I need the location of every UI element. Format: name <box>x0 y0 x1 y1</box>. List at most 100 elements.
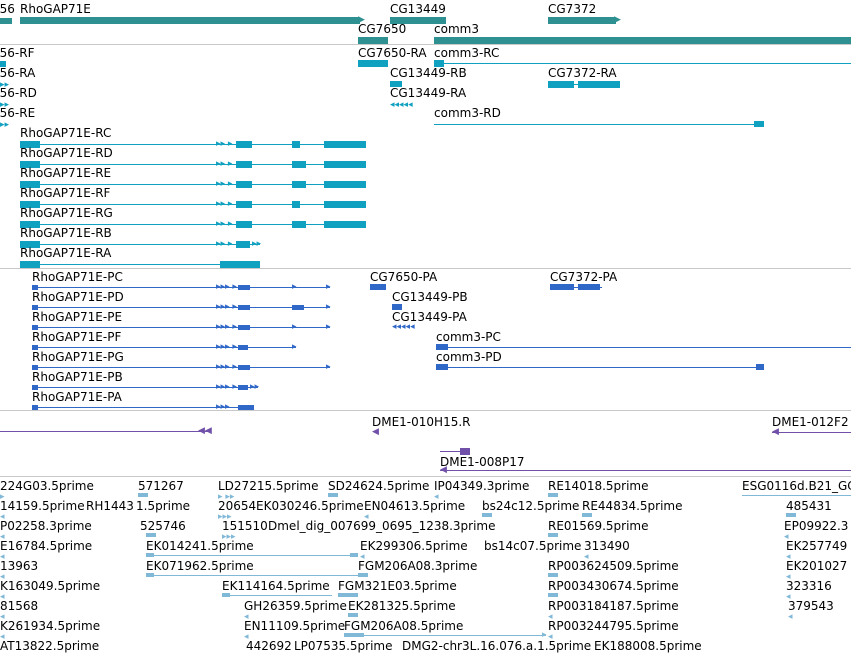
transcript-feature[interactable]: RhoGAP71E-RD ▸▸ ▸ <box>20 145 370 169</box>
est-feature[interactable]: bs14c07.5prime <box>484 537 584 557</box>
est-feature[interactable]: 485431 <box>786 497 851 517</box>
est-feature[interactable]: EK030246.5prime <box>256 497 366 517</box>
transcript-feature[interactable]: 656-RF <box>0 45 34 67</box>
transcript-feature[interactable]: CG13449-RB <box>390 65 470 87</box>
mrna-feature[interactable]: RhoGAP71E-PC ▸▸▸ ▸ ▸ ▸ <box>32 269 342 292</box>
est-feature[interactable]: SD24624.5prime <box>328 477 429 497</box>
transcript-feature[interactable]: RhoGAP71E-RE ▸▸ ▸ <box>20 165 370 189</box>
est-feature[interactable]: 1.5prime <box>136 497 216 517</box>
mrna-feature[interactable]: RhoGAP71E-PD ▸▸▸ ▸ ▸ <box>32 289 342 312</box>
est-feature[interactable]: 571267 <box>138 477 198 497</box>
cdna-feature[interactable]: ◀◀ <box>0 421 215 436</box>
est-feature[interactable]: 81568 ◂ <box>0 597 50 622</box>
est-feature[interactable]: 525746 <box>140 517 200 537</box>
mrna-feature[interactable]: CG7650-PA <box>370 269 440 291</box>
est-feature[interactable]: IP04349.3prime ◂ <box>434 477 544 502</box>
est-feature[interactable]: 379543 ◂ <box>788 597 851 622</box>
est-feature[interactable]: 13963 ◂ <box>0 557 60 582</box>
est-feature[interactable]: E16784.5prime ◂ <box>0 537 110 562</box>
alignment-line <box>0 431 208 432</box>
est-feature[interactable]: EK201027 ◂ <box>786 557 851 582</box>
est-feature[interactable]: RE01569.5prime <box>548 517 658 537</box>
feature-label: FGM321E03.5prime <box>338 579 457 593</box>
mrna-feature[interactable]: CG13449-PA ◂◂◂◂◂ <box>392 309 472 332</box>
transcript-feature[interactable]: comm3-RD <box>434 105 774 127</box>
arrow-right-icon: ▸ <box>0 492 5 502</box>
est-feature[interactable]: RP003244795.5prime ◂ <box>548 617 718 642</box>
cdna-feature[interactable]: DME1-010H15.R ◀ <box>372 413 482 437</box>
est-feature[interactable]: EN04613.5prime ◂ <box>364 497 474 522</box>
est-feature[interactable]: DMG2-chr3L.16.076.a.1.5prime <box>402 637 602 657</box>
est-feature[interactable]: EP09922.3 ◂ <box>784 517 851 542</box>
est-feature[interactable]: EK114164.5prime <box>222 577 342 597</box>
est-feature[interactable]: P02258.3prime ◂ <box>0 517 100 542</box>
mrna-feature[interactable]: comm3-PD <box>436 349 776 371</box>
est-feature[interactable]: EK014241.5prime <box>146 537 366 557</box>
gene-feature[interactable]: CG7372 ▶ <box>548 2 628 25</box>
arrow-left-icon: ◀ <box>772 427 779 437</box>
est-feature[interactable]: RP003624509.5prime <box>548 557 718 577</box>
est-feature[interactable]: 151510 ▸▸▸ <box>222 517 268 542</box>
est-feature[interactable]: EK188008.5prime <box>594 637 704 657</box>
gene-feature[interactable]: CG13449 <box>390 2 450 24</box>
est-feature[interactable]: bs24c12.5prime <box>482 497 592 517</box>
transcript-feature[interactable]: CG7372-RA <box>548 65 628 88</box>
est-feature[interactable]: Dmel_dig_007699_0695_1238.3prime <box>268 517 498 537</box>
est-feature[interactable]: FGM206A08.5prime ▸ <box>344 617 554 640</box>
transcript-feature[interactable]: RhoGAP71E-RA <box>20 245 280 268</box>
est-feature[interactable]: RE14018.5prime <box>548 477 658 497</box>
est-feature[interactable]: AT13822.5prime <box>0 637 110 657</box>
est-feature[interactable]: RP003184187.5prime ◂ <box>548 597 718 622</box>
est-feature[interactable]: 224G03.5prime ▸ <box>0 477 130 502</box>
transcript-feature[interactable]: RhoGAP71E-RF ▸▸ ▸ <box>20 185 370 209</box>
transcript-feature[interactable]: 656-RA ▸▸ <box>0 65 50 90</box>
cdna-feature[interactable]: DME1-008P17 ◀ <box>440 435 851 475</box>
mrna-feature[interactable]: CG7372-PA <box>550 269 630 291</box>
gene-feature[interactable]: RhoGAP71E ▶ <box>20 2 370 25</box>
est-feature[interactable]: FGM321E03.5prime <box>338 577 457 597</box>
gene-feature[interactable]: 656 <box>0 2 15 24</box>
est-feature[interactable]: EK071962.5prime <box>146 557 368 577</box>
est-feature[interactable]: RE44834.5prime <box>582 497 692 517</box>
exon-glyph <box>0 61 6 67</box>
est-feature[interactable]: 20654 ▸▸▸ <box>218 497 258 522</box>
est-feature[interactable]: K163049.5prime ◂ <box>0 577 120 602</box>
feature-label: EK114164.5prime <box>222 579 330 593</box>
transcript-feature[interactable]: CG13449-RA ◂◂◂◂◂ <box>390 85 470 110</box>
est-feature[interactable]: GH26359.5prime ◂ <box>244 597 354 622</box>
est-feature[interactable]: FGM206A08.3prime <box>358 557 488 577</box>
transcript-feature[interactable]: 656-RE ▸▸ <box>0 105 50 130</box>
mrna-feature[interactable]: RhoGAP71E-PG ▸▸▸ ▸ ▸ <box>32 349 342 372</box>
est-feature[interactable]: LD27215.5prime ▸ ▸▸ <box>218 477 328 502</box>
transcript-feature[interactable]: comm3-RC <box>434 45 851 67</box>
est-feature[interactable]: 14159.5prime ◂ <box>0 497 85 522</box>
est-feature[interactable]: K261934.5prime ◂ <box>0 617 110 642</box>
mrna-feature[interactable]: RhoGAP71E-PF ▸▸▸ ▸ ▸ <box>32 329 302 352</box>
transcript-feature[interactable]: 656-RD ▸▸ <box>0 85 50 110</box>
mrna-feature[interactable]: RhoGAP71E-PB ▸▸▸ ▸ ▸▸ <box>32 369 272 392</box>
transcript-feature[interactable]: RhoGAP71E-RG ▸▸ ▸ <box>20 205 370 229</box>
est-feature[interactable]: 442692 <box>246 637 296 657</box>
est-feature[interactable]: RH1443 <box>86 497 136 517</box>
est-feature[interactable]: ESG0116d.B21_GC <box>742 477 851 497</box>
mrna-feature[interactable]: RhoGAP71E-PE ▸▸▸ ▸ ▸ ▸ <box>32 309 342 332</box>
est-feature[interactable]: EN11109.5prime ◂ <box>244 617 354 642</box>
est-feature[interactable]: LP07535.5prime <box>294 637 394 657</box>
transcript-feature[interactable]: RhoGAP71E-RC ▸▸ ▸ <box>20 125 370 149</box>
transcript-feature[interactable]: RhoGAP71E-RB ▸▸ ▸ ▸▸ <box>20 225 280 249</box>
gene-glyph <box>20 17 360 24</box>
feature-label: RhoGAP71E-RA <box>20 246 112 260</box>
gene-feature[interactable]: CG7650 <box>358 22 418 44</box>
est-feature[interactable]: EK299306.5prime ◂ <box>360 537 480 562</box>
mrna-feature[interactable]: RhoGAP71E-PA ▸▸▸ <box>32 389 272 412</box>
gene-feature[interactable]: comm3 <box>434 22 851 44</box>
est-feature[interactable]: 323316 ◂ <box>786 577 851 602</box>
cdna-feature[interactable]: DME1-012F2 ◀ <box>772 413 851 437</box>
mrna-feature[interactable]: comm3-PC <box>436 329 851 351</box>
est-feature[interactable]: EK257749 ◂ <box>786 537 851 562</box>
mrna-feature[interactable]: CG13449-PB <box>392 289 472 311</box>
transcript-feature[interactable]: CG7650-RA <box>358 45 432 67</box>
est-feature[interactable]: RP003430674.5prime <box>548 577 718 597</box>
est-feature[interactable]: EK281325.5prime <box>348 597 458 617</box>
est-feature[interactable]: 313490 ◂ <box>584 537 644 562</box>
